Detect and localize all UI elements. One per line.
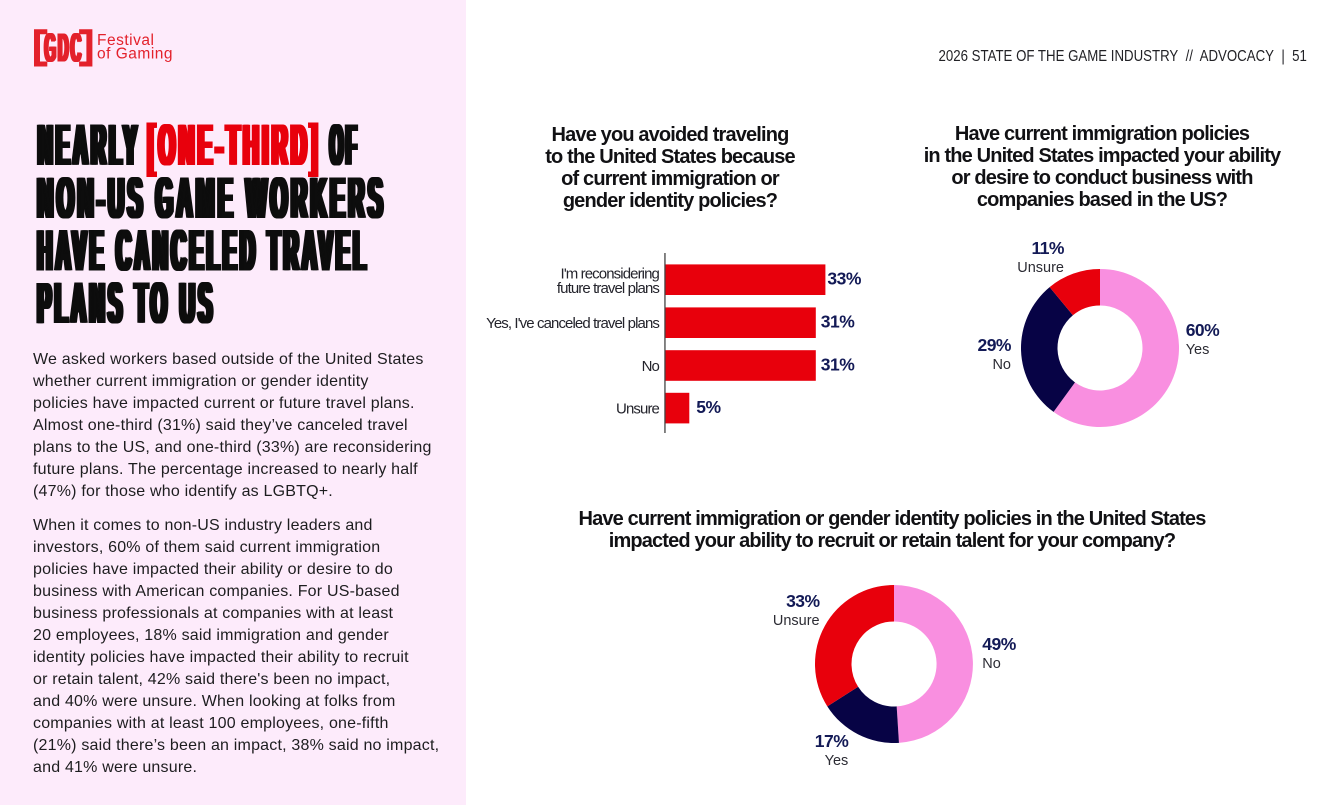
- svg-text:PLANS TO US: PLANS TO US: [39, 271, 217, 336]
- svg-text:NEARLY: NEARLY: [36, 113, 138, 178]
- svg-text:HAVE CANCELED TRAVEL: HAVE CANCELED TRAVEL: [40, 218, 372, 283]
- svg-text:OF: OF: [332, 114, 361, 179]
- svg-text:Yes, I've canceled travel plan: Yes, I've canceled travel plans: [486, 315, 659, 332]
- svg-text:I'm reconsidering: I'm reconsidering: [561, 266, 660, 283]
- svg-text:NEARLY: NEARLY: [38, 113, 140, 178]
- svg-text:PLANS TO US: PLANS TO US: [37, 271, 215, 336]
- svg-text:NON-US GAME WORKERS: NON-US GAME WORKERS: [37, 166, 386, 231]
- svg-text:GDC: GDC: [44, 24, 83, 71]
- svg-text:NON-US GAME WORKERS: NON-US GAME WORKERS: [35, 166, 384, 231]
- svg-text:OF: OF: [328, 114, 357, 179]
- svg-text:31%: 31%: [821, 354, 855, 374]
- svg-text:[ONE-THIRD]: [ONE-THIRD]: [149, 113, 322, 178]
- svg-text:NON-US GAME WORKERS: NON-US GAME WORKERS: [36, 166, 385, 231]
- svg-text:[ONE-THIRD]: [ONE-THIRD]: [147, 113, 320, 178]
- svg-text:[ONE-THIRD]: [ONE-THIRD]: [145, 113, 318, 178]
- svg-text:OF: OF: [331, 114, 360, 179]
- svg-text:PLANS TO US: PLANS TO US: [36, 271, 214, 336]
- svg-text:33%: 33%: [827, 269, 861, 289]
- svg-text:[ONE-THIRD]: [ONE-THIRD]: [148, 113, 321, 178]
- svg-text:GDC: GDC: [46, 24, 85, 71]
- svg-text:Festival: Festival: [97, 32, 154, 49]
- svg-text:NON-US GAME WORKERS: NON-US GAME WORKERS: [39, 166, 388, 231]
- svg-text:PLANS TO US: PLANS TO US: [35, 271, 213, 336]
- svg-text:NEARLY: NEARLY: [37, 113, 139, 178]
- svg-text:HAVE CANCELED TRAVEL: HAVE CANCELED TRAVEL: [37, 218, 369, 283]
- svg-text:HAVE CANCELED TRAVEL: HAVE CANCELED TRAVEL: [35, 218, 367, 283]
- svg-text:31%: 31%: [821, 312, 855, 332]
- svg-text:of Gaming: of Gaming: [97, 46, 173, 63]
- svg-text:GDC: GDC: [45, 24, 84, 71]
- svg-text:HAVE CANCELED TRAVEL: HAVE CANCELED TRAVEL: [39, 218, 371, 283]
- svg-text:No: No: [642, 358, 660, 375]
- svg-text:PLANS TO US: PLANS TO US: [40, 271, 218, 336]
- svg-text:Unsure: Unsure: [616, 401, 660, 418]
- svg-text:OF: OF: [329, 114, 358, 179]
- svg-text:HAVE CANCELED TRAVEL: HAVE CANCELED TRAVEL: [36, 218, 368, 283]
- svg-text:OF: OF: [330, 114, 359, 179]
- svg-text:NEARLY: NEARLY: [40, 113, 142, 178]
- svg-text:[ONE-THIRD]: [ONE-THIRD]: [150, 113, 323, 178]
- svg-text:future travel plans: future travel plans: [557, 280, 660, 297]
- svg-text:GDC: GDC: [43, 24, 82, 71]
- svg-text:5%: 5%: [696, 397, 721, 417]
- svg-text:NON-US GAME WORKERS: NON-US GAME WORKERS: [40, 166, 389, 231]
- svg-text:NEARLY: NEARLY: [39, 113, 141, 178]
